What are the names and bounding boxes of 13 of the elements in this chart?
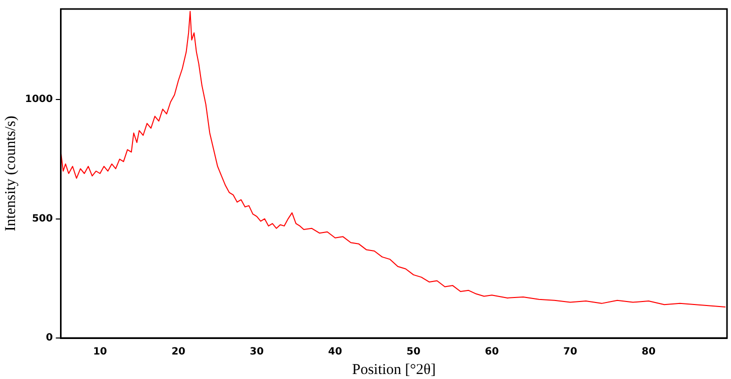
y-tick-label: 1000 [24,94,53,106]
x-tick-label: 20 [171,346,186,358]
x-tick-label: 40 [328,346,342,358]
x-tick-label: 10 [93,346,108,358]
x-axis-title: Position [°2θ] [352,362,436,378]
x-tick-label: 50 [406,346,421,358]
x-tick-label: 60 [484,346,499,358]
y-tick-label: 500 [32,213,53,224]
x-tick-label: 30 [250,346,264,358]
x-tick-label: 80 [642,346,656,358]
x-tick-label: 70 [563,346,578,358]
y-axis-title: Intensity (counts/s) [2,116,19,232]
y-tick-label: 0 [46,332,53,344]
